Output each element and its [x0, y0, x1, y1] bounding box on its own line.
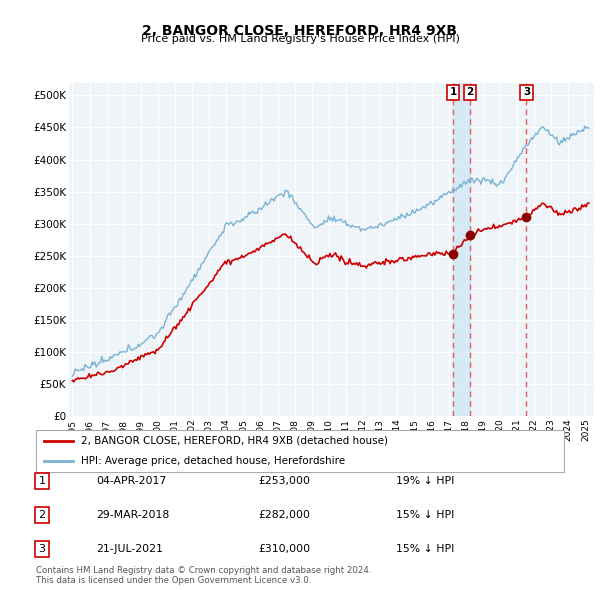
Text: 21-JUL-2021: 21-JUL-2021	[96, 545, 163, 554]
Text: 3: 3	[523, 87, 530, 97]
Text: 29-MAR-2018: 29-MAR-2018	[96, 510, 169, 520]
Text: 1: 1	[38, 476, 46, 486]
Text: £282,000: £282,000	[258, 510, 310, 520]
Text: 2: 2	[38, 510, 46, 520]
Text: 19% ↓ HPI: 19% ↓ HPI	[396, 476, 454, 486]
Text: Price paid vs. HM Land Registry's House Price Index (HPI): Price paid vs. HM Land Registry's House …	[140, 34, 460, 44]
Text: £310,000: £310,000	[258, 545, 310, 554]
Text: 2, BANGOR CLOSE, HEREFORD, HR4 9XB (detached house): 2, BANGOR CLOSE, HEREFORD, HR4 9XB (deta…	[81, 436, 388, 446]
Text: 15% ↓ HPI: 15% ↓ HPI	[396, 545, 454, 554]
Text: 2: 2	[466, 87, 473, 97]
Text: 04-APR-2017: 04-APR-2017	[96, 476, 166, 486]
Text: 1: 1	[449, 87, 457, 97]
Text: 15% ↓ HPI: 15% ↓ HPI	[396, 510, 454, 520]
Text: £253,000: £253,000	[258, 476, 310, 486]
Text: HPI: Average price, detached house, Herefordshire: HPI: Average price, detached house, Here…	[81, 455, 345, 466]
Text: 3: 3	[38, 545, 46, 554]
Text: 2, BANGOR CLOSE, HEREFORD, HR4 9XB: 2, BANGOR CLOSE, HEREFORD, HR4 9XB	[143, 24, 458, 38]
Bar	[453, 83, 470, 416]
Text: Contains HM Land Registry data © Crown copyright and database right 2024.
This d: Contains HM Land Registry data © Crown c…	[36, 566, 371, 585]
